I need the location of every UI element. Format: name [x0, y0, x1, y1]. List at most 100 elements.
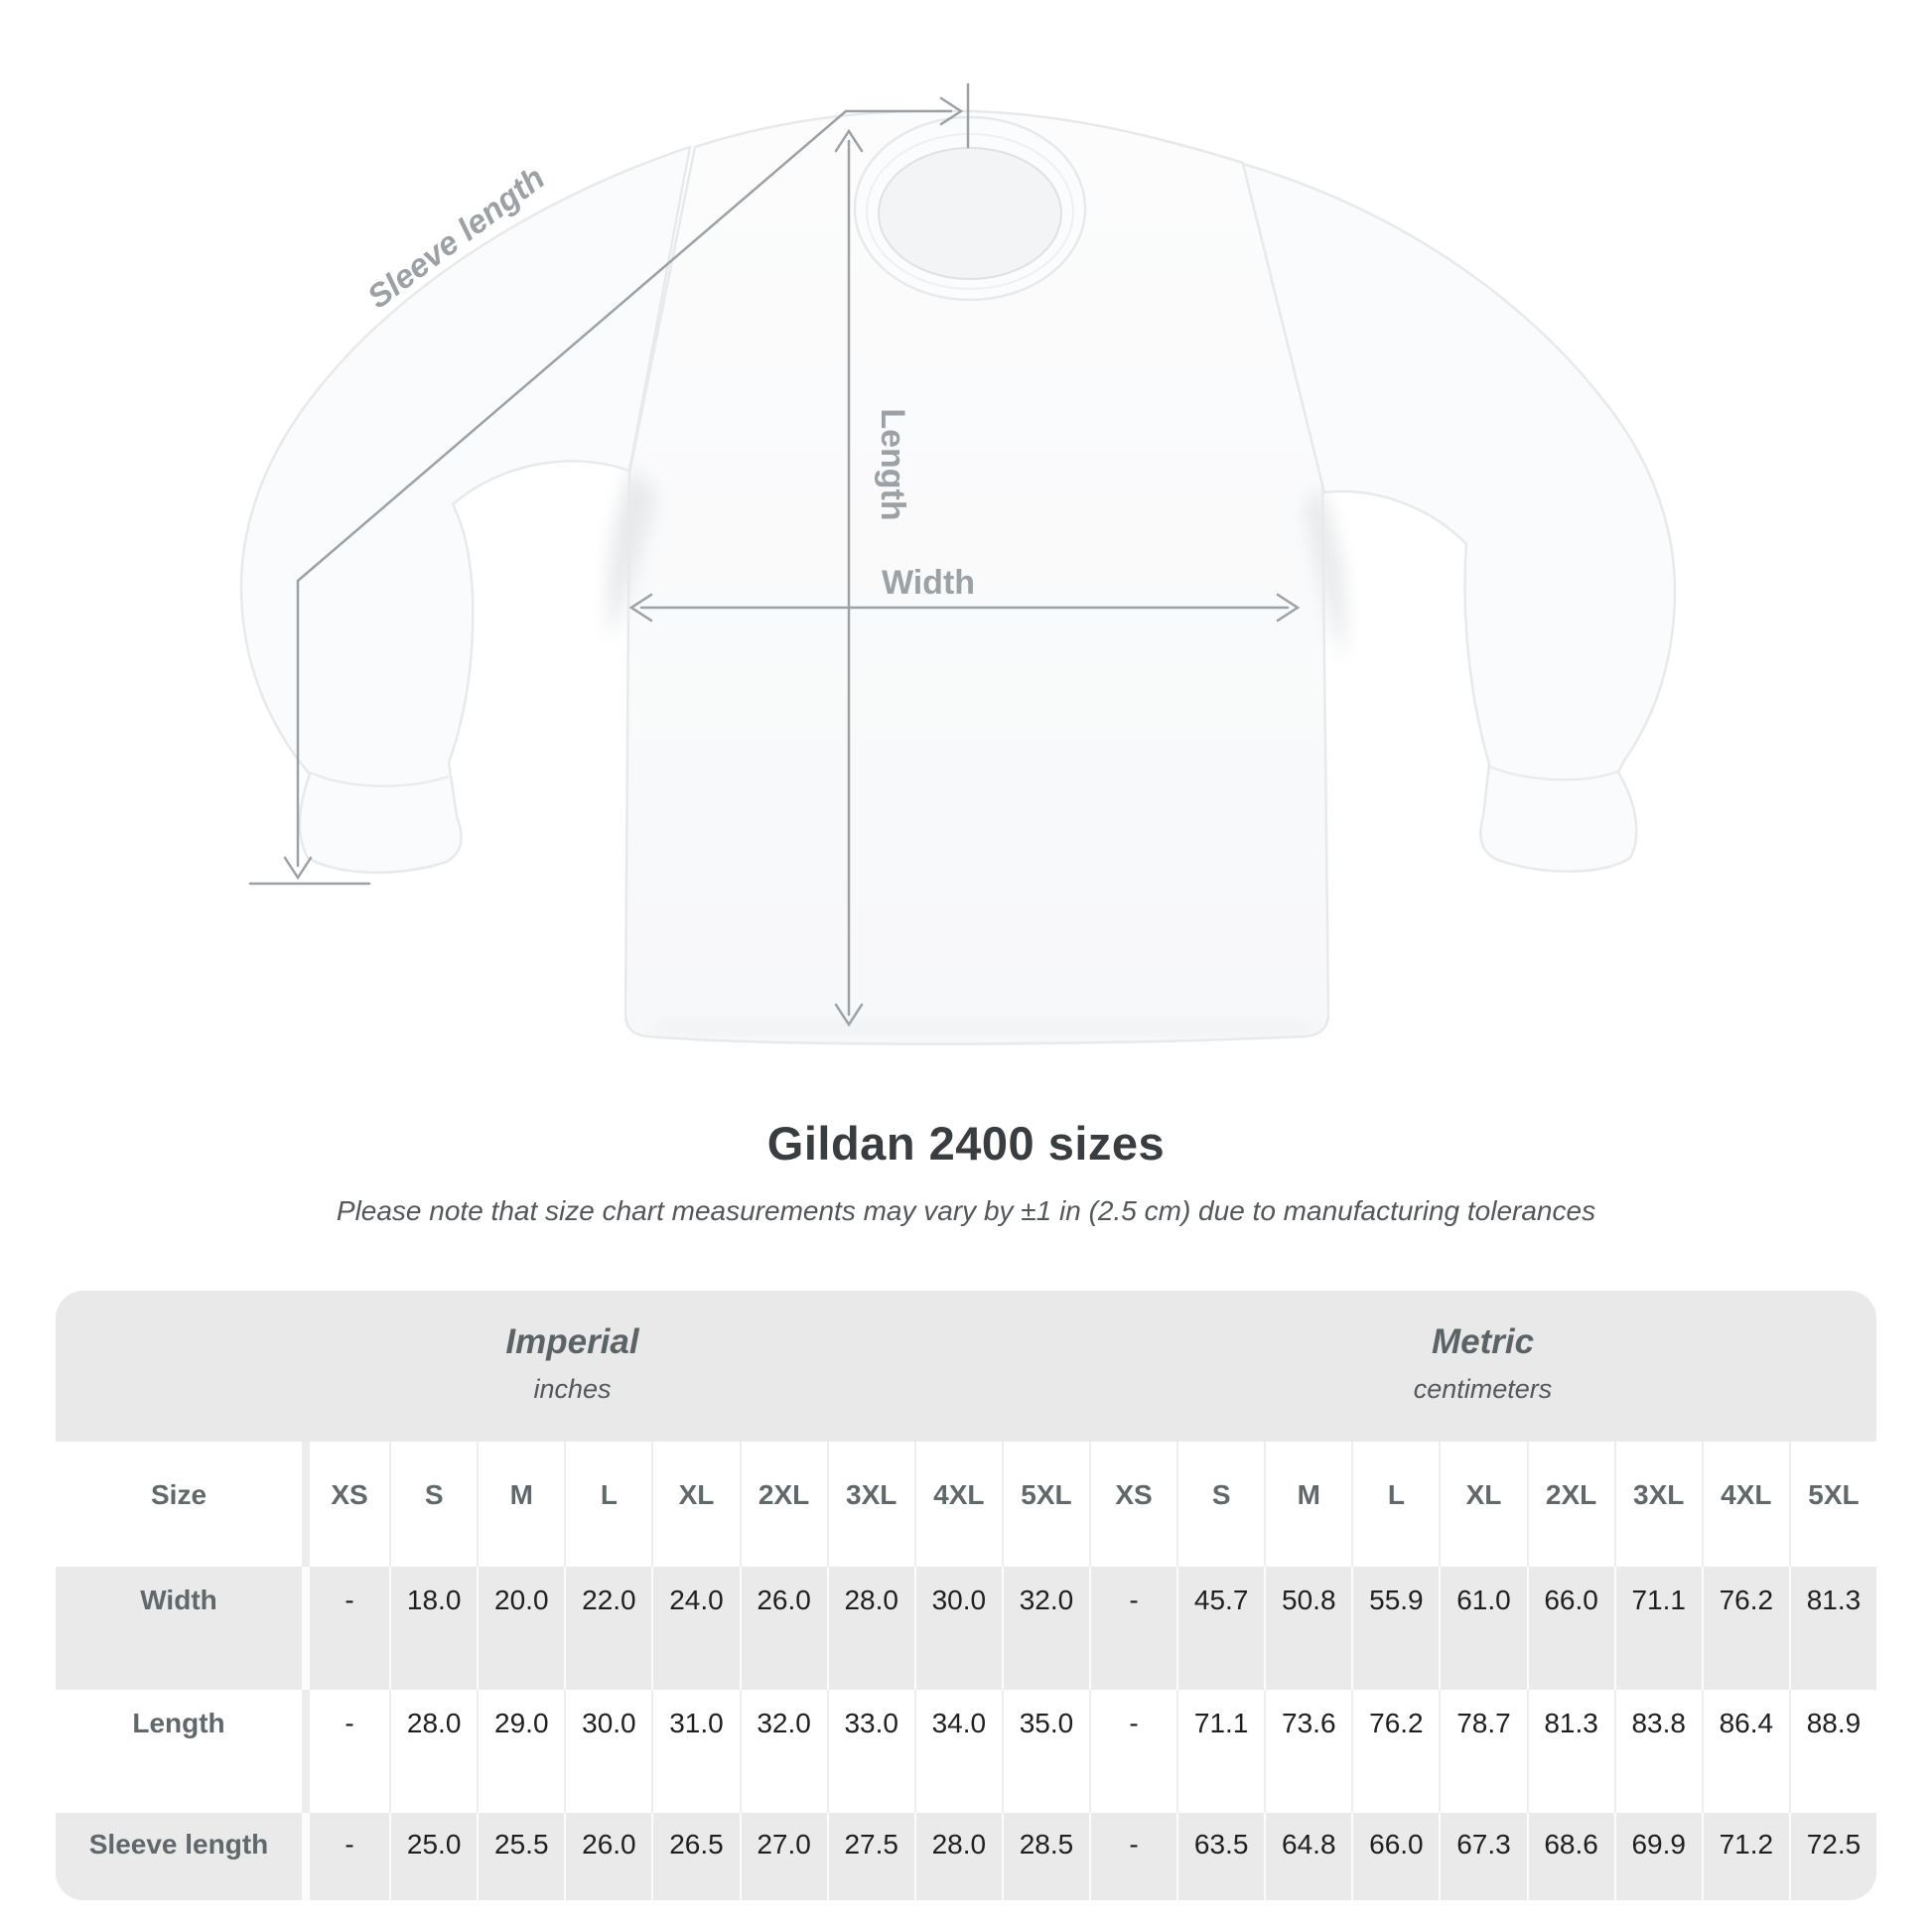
cell-sleeve-length-l-metric: 66.0 [1351, 1813, 1439, 1900]
column-header-2xl-metric: 2XL [1526, 1442, 1614, 1567]
cell-length-l-imperial: 30.0 [564, 1690, 651, 1813]
cell-width-xl-imperial: 24.0 [651, 1567, 739, 1690]
column-header-4xl-imperial: 4XL [913, 1442, 1002, 1567]
cell-sleeve-length-2xl-metric: 68.6 [1526, 1813, 1614, 1900]
cell-sleeve-length-xl-metric: 67.3 [1439, 1813, 1526, 1900]
cell-sleeve-length-5xl-imperial: 28.5 [1001, 1813, 1089, 1900]
page-title: Gildan 2400 sizes [766, 1117, 1166, 1170]
column-header-2xl-imperial: 2XL [739, 1442, 827, 1567]
cell-sleeve-length-m-imperial: 25.5 [477, 1813, 564, 1900]
width-label: Width [882, 564, 975, 602]
cell-sleeve-length-xs-metric: - [1089, 1813, 1176, 1900]
cell-length-xl-imperial: 31.0 [651, 1690, 739, 1813]
cell-length-xl-metric: 78.7 [1439, 1690, 1526, 1813]
column-header-s-imperial: S [389, 1442, 477, 1567]
cell-width-5xl-metric: 81.3 [1788, 1567, 1876, 1690]
cell-width-3xl-imperial: 28.0 [826, 1567, 914, 1690]
imperial-band: Imperial inches [56, 1291, 1089, 1442]
shirt-right-sleeve [1241, 162, 1677, 873]
table-row-length: Length -28.0 29.0 30.0 31.0 32.0 33.0 34.0 35.0-… [56, 1690, 1876, 1813]
shirt-left-sleeve [239, 145, 692, 875]
column-header-3xl-metric: 3XL [1613, 1442, 1702, 1567]
cell-width-l-metric: 55.9 [1351, 1567, 1439, 1690]
collar-rib [866, 133, 1074, 290]
cell-sleeve-length-2xl-imperial: 27.0 [739, 1813, 827, 1900]
row-label-sleeve-length: Sleeve length [88, 1829, 269, 1860]
column-header-m-metric: M [1264, 1442, 1351, 1567]
cell-length-m-metric: 73.6 [1264, 1690, 1351, 1813]
cell-length-m-imperial: 29.0 [477, 1690, 564, 1813]
cell-width-xl-metric: 61.0 [1439, 1567, 1526, 1690]
size-table: Imperial inches Metric centimeters Size … [56, 1291, 1876, 1900]
cell-length-s-metric: 71.1 [1176, 1690, 1264, 1813]
cell-length-4xl-imperial: 34.0 [913, 1690, 1002, 1813]
cell-width-2xl-metric: 66.0 [1526, 1567, 1614, 1690]
cell-sleeve-length-s-metric: 63.5 [1176, 1813, 1264, 1900]
right-cuff-seam [1488, 764, 1621, 781]
shirt-diagram: Sleeve length Length Width [239, 82, 1677, 1045]
cell-width-4xl-imperial: 30.0 [913, 1567, 1002, 1690]
column-header-3xl-imperial: 3XL [826, 1442, 914, 1567]
collar-opening [878, 147, 1062, 280]
cell-width-l-imperial: 22.0 [564, 1567, 651, 1690]
cell-width-3xl-metric: 71.1 [1613, 1567, 1702, 1690]
row-label-length: Length [132, 1708, 225, 1738]
column-header-xl-metric: XL [1439, 1442, 1526, 1567]
cell-sleeve-length-4xl-imperial: 28.0 [913, 1813, 1002, 1900]
cell-length-4xl-metric: 86.4 [1701, 1690, 1789, 1813]
cell-width-xs-imperial: - [302, 1567, 389, 1690]
cell-sleeve-length-3xl-imperial: 27.5 [826, 1813, 914, 1900]
cell-sleeve-length-4xl-metric: 71.2 [1701, 1813, 1789, 1900]
row-label-width: Width [140, 1585, 217, 1615]
column-header-5xl-imperial: 5XL [1001, 1442, 1089, 1567]
cell-length-5xl-metric: 88.9 [1788, 1690, 1876, 1813]
cell-sleeve-length-5xl-metric: 72.5 [1788, 1813, 1876, 1900]
table-row-width: Width -18.0 20.0 22.0 24.0 26.0 28.0 30.0 32.0-4… [56, 1567, 1876, 1690]
cell-sleeve-length-m-metric: 64.8 [1264, 1813, 1351, 1900]
column-header-xs-imperial: XS [302, 1442, 389, 1567]
cell-sleeve-length-xl-imperial: 26.5 [651, 1813, 739, 1900]
cell-length-xs-imperial: - [302, 1690, 389, 1813]
cell-width-xs-metric: - [1089, 1567, 1176, 1690]
unit-band-row: Imperial inches Metric centimeters [56, 1291, 1876, 1442]
metric-unit-label: centimeters [1413, 1374, 1553, 1404]
cell-length-l-metric: 76.2 [1351, 1690, 1439, 1813]
cell-width-4xl-metric: 76.2 [1701, 1567, 1789, 1690]
table-row-sleeve-length: Sleeve length -25.0 25.5 26.0 26.5 27.0 27.5 28… [56, 1813, 1876, 1900]
imperial-label: Imperial [505, 1322, 639, 1361]
cell-length-2xl-metric: 81.3 [1526, 1690, 1614, 1813]
cell-width-m-metric: 50.8 [1264, 1567, 1351, 1690]
cell-width-5xl-imperial: 32.0 [1001, 1567, 1089, 1690]
cell-sleeve-length-l-imperial: 26.0 [564, 1813, 651, 1900]
column-header-s-metric: S [1176, 1442, 1264, 1567]
cell-length-5xl-imperial: 35.0 [1001, 1690, 1089, 1813]
table-body: Width -18.0 20.0 22.0 24.0 26.0 28.0 30.0 32.0-4… [56, 1567, 1876, 1900]
length-label: Length [874, 408, 911, 520]
imperial-unit-label: inches [533, 1374, 612, 1404]
cell-length-3xl-imperial: 33.0 [826, 1690, 914, 1813]
cell-length-s-imperial: 28.0 [389, 1690, 477, 1813]
cell-length-xs-metric: - [1089, 1690, 1176, 1813]
left-cuff-seam [309, 770, 450, 787]
column-header-xl-imperial: XL [651, 1442, 739, 1567]
column-header-l-metric: L [1351, 1442, 1439, 1567]
cell-width-m-imperial: 20.0 [477, 1567, 564, 1690]
column-header-4xl-metric: 4XL [1701, 1442, 1789, 1567]
cell-length-2xl-imperial: 32.0 [739, 1690, 827, 1813]
measurement-lines [248, 82, 1301, 1028]
tolerance-note: Please note that size chart measurements… [336, 1195, 1596, 1226]
cell-width-2xl-imperial: 26.0 [739, 1567, 827, 1690]
right-armpit-shadow [1305, 488, 1346, 660]
cell-sleeve-length-3xl-metric: 69.9 [1613, 1813, 1702, 1900]
hem-shadow [655, 1023, 1311, 1032]
metric-label: Metric [1431, 1322, 1535, 1361]
size-header-row: Size XS S M L XL 2XL 3XL 4XL 5XL XS S M L XL 2XL 3XL 4XL… [56, 1442, 1876, 1567]
cell-width-s-metric: 45.7 [1176, 1567, 1264, 1690]
cell-sleeve-length-xs-imperial: - [302, 1813, 389, 1900]
column-header-xs-metric: XS [1089, 1442, 1176, 1567]
column-header-5xl-metric: 5XL [1788, 1442, 1876, 1567]
cell-width-s-imperial: 18.0 [389, 1567, 477, 1690]
cell-sleeve-length-s-imperial: 25.0 [389, 1813, 477, 1900]
left-armpit-shadow [608, 467, 657, 640]
